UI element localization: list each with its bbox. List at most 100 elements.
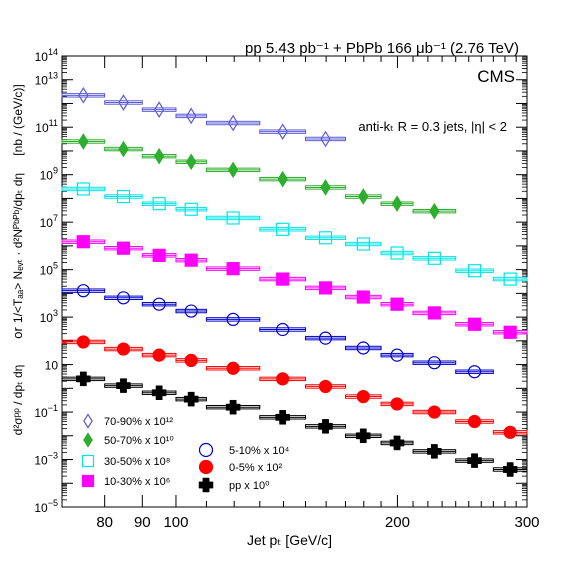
marker-diamond-filled xyxy=(277,170,288,188)
marker-cross xyxy=(116,378,131,393)
marker-square-open xyxy=(318,231,333,245)
marker-circle-filled xyxy=(276,372,290,386)
y-tick-label: 1011 xyxy=(35,118,58,135)
marker-circle-open xyxy=(427,356,441,370)
series-4 xyxy=(61,284,494,379)
marker-square-open xyxy=(116,189,131,204)
marker-square-filled xyxy=(318,281,333,295)
y-label-pbpb: 1/<Tₐₐ> Nₑᵥₜ · d²Nᴾᵇᴾᵇ/dpₜ dη xyxy=(11,173,25,323)
series-6 xyxy=(61,371,528,477)
marker-diamond-filled xyxy=(78,133,89,150)
marker-circle-filled xyxy=(427,405,441,419)
marker-circle-open xyxy=(152,297,166,311)
marker-square-filled xyxy=(152,248,166,262)
marker-circle-filled xyxy=(390,397,404,411)
legend-label: 70-90% x 10¹² xyxy=(104,416,173,428)
data-marks xyxy=(61,87,528,477)
marker-circle-open xyxy=(184,304,198,318)
marker-circle-filled xyxy=(503,425,517,439)
marker-cross xyxy=(225,399,241,415)
marker-circle-filled xyxy=(318,379,333,394)
marker-diamond-filled xyxy=(118,140,129,158)
y-tick-label: 109 xyxy=(40,166,58,183)
x-tick-label: 80 xyxy=(96,514,113,531)
chart-header: pp 5.43 pb⁻¹ + PbPb 166 μb⁻¹ (2.76 TeV) xyxy=(245,40,519,57)
marker-diamond-open xyxy=(185,107,197,125)
marker-diamond-filled xyxy=(153,147,165,165)
marker-circle-open xyxy=(318,331,333,345)
marker-cross xyxy=(183,391,199,407)
legend-label: 50-70% x 10¹⁰ xyxy=(104,435,174,447)
marker-diamond-filled xyxy=(83,432,93,448)
marker-cross xyxy=(76,371,91,387)
y-tick-label: 107 xyxy=(40,213,58,230)
legend-label: 0-5% x 10² xyxy=(229,462,283,474)
marker-square-filled xyxy=(276,272,290,286)
marker-circle-filled xyxy=(184,353,198,367)
y-tick-label: 10−3 xyxy=(34,451,58,468)
marker-circle-open xyxy=(390,348,404,362)
y-tick-label: 105 xyxy=(40,261,58,278)
marker-square-filled xyxy=(116,241,131,255)
marker-diamond-open xyxy=(118,94,129,111)
marker-square-filled xyxy=(427,306,441,320)
marker-circle-open xyxy=(116,291,131,305)
marker-diamond-filled xyxy=(185,153,197,171)
marker-circle-open xyxy=(198,442,214,458)
marker-square-open xyxy=(152,197,166,211)
marker-circle-open xyxy=(76,284,90,298)
marker-square-open xyxy=(184,202,198,216)
marker-circle-open xyxy=(276,322,290,337)
marker-diamond-open xyxy=(153,101,165,118)
marker-cross xyxy=(151,385,167,401)
cms-label: CMS xyxy=(477,67,515,86)
marker-diamond-open xyxy=(78,87,89,104)
y-label-unit: [nb / (GeV/c)] xyxy=(11,84,25,155)
marker-cross xyxy=(356,428,371,444)
y-tick-label: 1013 xyxy=(35,71,58,88)
axes: 80 90 100 200 300 10−5 10−3 10−1 10 103 105 107 109 1… xyxy=(34,47,539,531)
marker-circle-filled xyxy=(356,389,370,404)
marker-cross xyxy=(467,453,482,468)
legend: 70-90% x 10¹² 50-70% x 10¹⁰ 30-50% x 10⁸ 10… xyxy=(81,413,290,493)
marker-cross xyxy=(427,444,442,459)
marker-square-filled xyxy=(184,253,198,267)
marker-square-open xyxy=(276,222,290,236)
legend-label: 5-10% x 10⁴ xyxy=(229,445,290,457)
series-5 xyxy=(61,335,528,439)
marker-circle-filled xyxy=(226,361,240,375)
marker-square-open xyxy=(390,246,404,260)
marker-square-open xyxy=(503,272,517,286)
marker-square-open xyxy=(427,251,441,265)
marker-square-open xyxy=(226,211,240,225)
marker-square-open xyxy=(76,182,90,196)
x-tick-label: 100 xyxy=(163,514,188,531)
jet-annotation: anti-kₜ R = 0.3 jets, |η| < 2 xyxy=(358,119,507,134)
y-label-or: or xyxy=(10,327,25,339)
series-1 xyxy=(61,133,457,220)
marker-square-open xyxy=(356,237,370,251)
y-tick-label: 10−5 xyxy=(34,498,58,515)
marker-circle-filled xyxy=(198,459,214,475)
marker-diamond-open xyxy=(277,123,288,140)
y-label-pp: d²σᵖᵖ / dpₜ dη xyxy=(11,365,25,436)
marker-diamond-filled xyxy=(391,195,403,213)
marker-circle-filled xyxy=(116,342,131,356)
marker-circle-open xyxy=(226,312,240,327)
marker-diamond-open xyxy=(83,413,93,429)
series-0 xyxy=(61,87,347,148)
marker-square-filled xyxy=(226,262,240,276)
marker-square-open xyxy=(467,264,482,278)
x-tick-label: 300 xyxy=(514,514,539,531)
marker-circle-filled xyxy=(152,348,166,362)
marker-diamond-open xyxy=(227,114,239,132)
marker-cross xyxy=(275,410,290,425)
marker-cross xyxy=(198,477,214,493)
marker-cross xyxy=(318,419,333,434)
marker-circle-filled xyxy=(76,335,90,349)
y-axis-label: d²σᵖᵖ / dpₜ dη or 1/<Tₐₐ> Nₑᵥₜ · d²Nᴾᵇᴾᵇ… xyxy=(10,84,25,435)
y-tick-label: 10 xyxy=(45,359,59,373)
marker-cross xyxy=(502,462,518,477)
y-tick-label: 103 xyxy=(40,308,58,325)
